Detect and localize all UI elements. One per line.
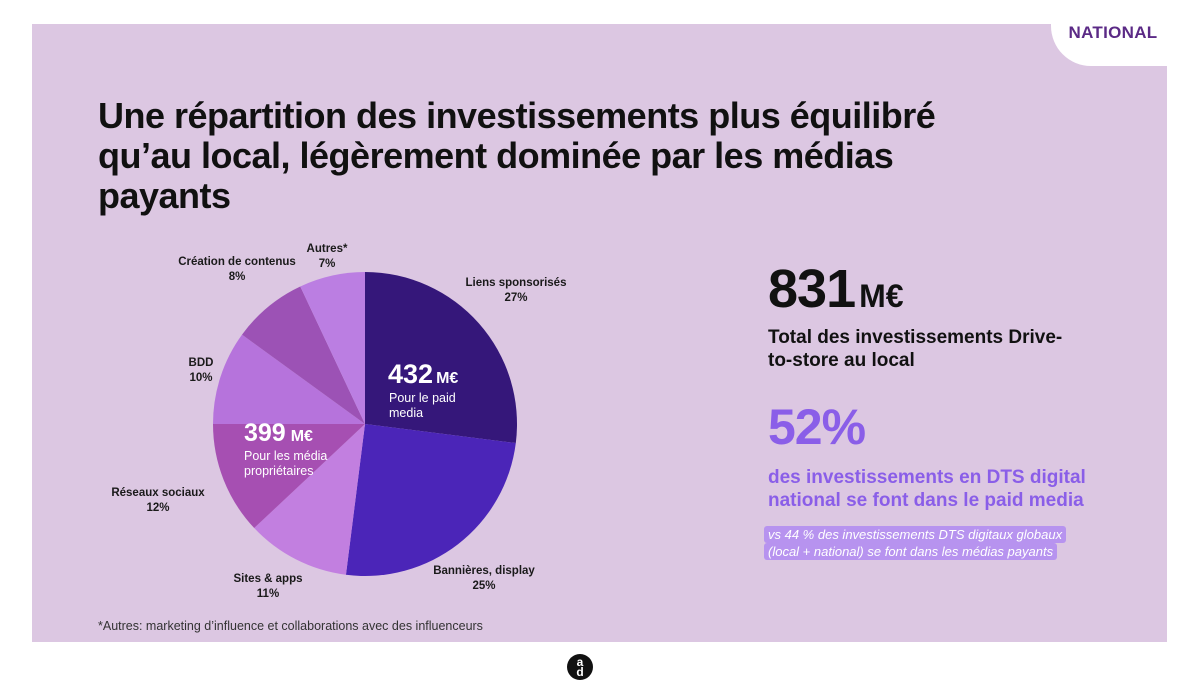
pie-slice-sites-apps — [254, 424, 365, 575]
pie-label-percentage: 8% — [229, 271, 246, 283]
pie-label-category: Liens sponsorisés — [466, 277, 567, 289]
pie-slice-réseaux-sociaux — [213, 424, 365, 529]
group-owned-label-line: propriétaires — [244, 464, 313, 478]
pie-label-category: BDD — [189, 357, 214, 369]
group-paid-label: Pour le paid media — [389, 391, 456, 420]
paid-media-percentage-label: des investissements en DTS digital natio… — [768, 467, 1086, 511]
group-owned-value: 399 M€ — [244, 419, 313, 447]
paid-media-percentage: 52% — [768, 399, 866, 455]
brand-logo: a d — [567, 654, 593, 680]
logo-bottom-letter: d — [576, 665, 584, 679]
pie-slice-bdd — [213, 334, 365, 424]
total-investment-label: Total des investissements Drive-to-store… — [768, 327, 1063, 371]
pie-label-percentage: 7% — [319, 258, 336, 270]
pie-slice-liens-sponsorisés — [365, 272, 517, 444]
pie-label-category: Autres* — [307, 243, 348, 255]
pie-slice-création-de-contenus — [242, 286, 365, 424]
pie-label-category: Réseaux sociaux — [111, 487, 205, 499]
pie-label-percentage: 11% — [257, 588, 279, 600]
pie-slice-bannières-display — [345, 424, 516, 576]
pie-label: Réseaux sociaux 12% — [111, 487, 205, 514]
comparison-note: vs 44 % des investissements DTS digitaux… — [764, 526, 1067, 560]
pie-slice-autres — [300, 272, 365, 424]
pie-label: Liens sponsorisés 27% — [466, 277, 567, 304]
pie-label-category: Création de contenus — [178, 256, 296, 268]
pie-label-percentage: 12% — [146, 502, 169, 514]
national-badge: NATIONAL — [1051, 0, 1167, 66]
comparison-note-text: vs 44 % des investissements DTS digitaux… — [764, 526, 1067, 560]
logo-top-letter: a — [576, 655, 584, 669]
pie-label-percentage: 27% — [504, 292, 527, 304]
group-owned-label-line: Pour les média — [244, 449, 327, 463]
pie-label: BDD 10% — [189, 357, 214, 384]
total-number: 831 — [768, 259, 856, 319]
pie-label-category: Bannières, display — [433, 565, 535, 577]
pie-label: Sites & apps 11% — [233, 573, 302, 600]
pie-labels: Liens sponsorisés 27% Bannières, display 25… — [111, 243, 566, 600]
pie-label: Bannières, display 25% — [433, 565, 535, 592]
total-investment-value: 831 M€ — [768, 258, 904, 320]
page-title: Une répartition des investissements plus… — [98, 95, 936, 216]
footnote: *Autres: marketing d’influence et collab… — [98, 619, 483, 633]
pie-label-category: Sites & apps — [233, 573, 302, 585]
group-paid-value: 432 M€ — [388, 359, 458, 389]
group-paid-label-line: media — [389, 406, 423, 420]
group-paid-label-line: Pour le paid — [389, 391, 456, 405]
total-unit: M€ — [859, 278, 904, 314]
pie-label: Création de contenus 8% — [178, 256, 296, 283]
pie-label: Autres* 7% — [307, 243, 348, 270]
pie-label-percentage: 10% — [189, 372, 212, 384]
pie-slices — [213, 272, 517, 576]
group-owned-label: Pour les média propriétaires — [244, 449, 327, 478]
pie-label-percentage: 25% — [472, 580, 495, 592]
